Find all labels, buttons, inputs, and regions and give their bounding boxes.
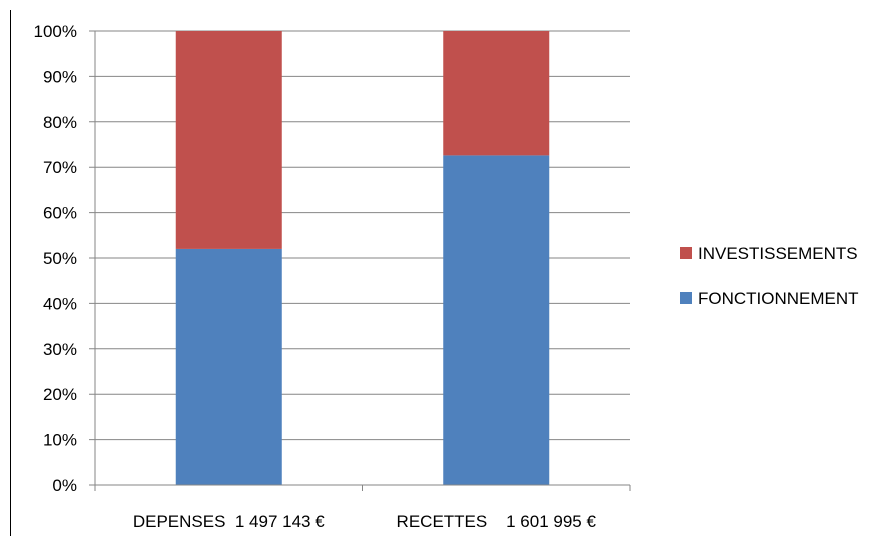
y-tick-label: 100% — [34, 22, 77, 41]
y-tick-label: 80% — [43, 113, 77, 132]
legend-label: INVESTISSEMENTS — [698, 244, 858, 263]
bar-segment-fonctionnement — [443, 155, 550, 485]
legend-label: FONCTIONNEMENT — [698, 289, 859, 308]
y-tick-label: 10% — [43, 431, 77, 450]
y-tick-label: 20% — [43, 385, 77, 404]
y-tick-label: 60% — [43, 204, 77, 223]
bar-segment-investissements — [443, 31, 550, 156]
bar-segment-fonctionnement — [175, 248, 282, 485]
bars — [175, 31, 550, 485]
axes — [89, 31, 631, 491]
y-tick-labels: 0% 10% 20% 30% 40% 50% 60% 70% 80% 90% 100% — [34, 22, 77, 495]
legend: INVESTISSEMENTS FONCTIONNEMENT — [680, 244, 859, 308]
x-category-labels: DEPENSES 1 497 143 € RECETTES 1 601 995 € — [133, 512, 597, 531]
legend-swatch — [680, 292, 692, 304]
y-tick-label: 90% — [43, 67, 77, 86]
bar-segment-investissements — [175, 31, 282, 249]
legend-swatch — [680, 247, 692, 259]
x-category-label: RECETTES 1 601 995 € — [397, 512, 597, 531]
y-tick-label: 0% — [52, 476, 77, 495]
y-tick-label: 70% — [43, 158, 77, 177]
y-tick-label: 50% — [43, 249, 77, 268]
x-category-label: DEPENSES 1 497 143 € — [133, 512, 325, 531]
y-tick-label: 30% — [43, 340, 77, 359]
chart-frame — [10, 10, 894, 536]
y-tick-label: 40% — [43, 294, 77, 313]
